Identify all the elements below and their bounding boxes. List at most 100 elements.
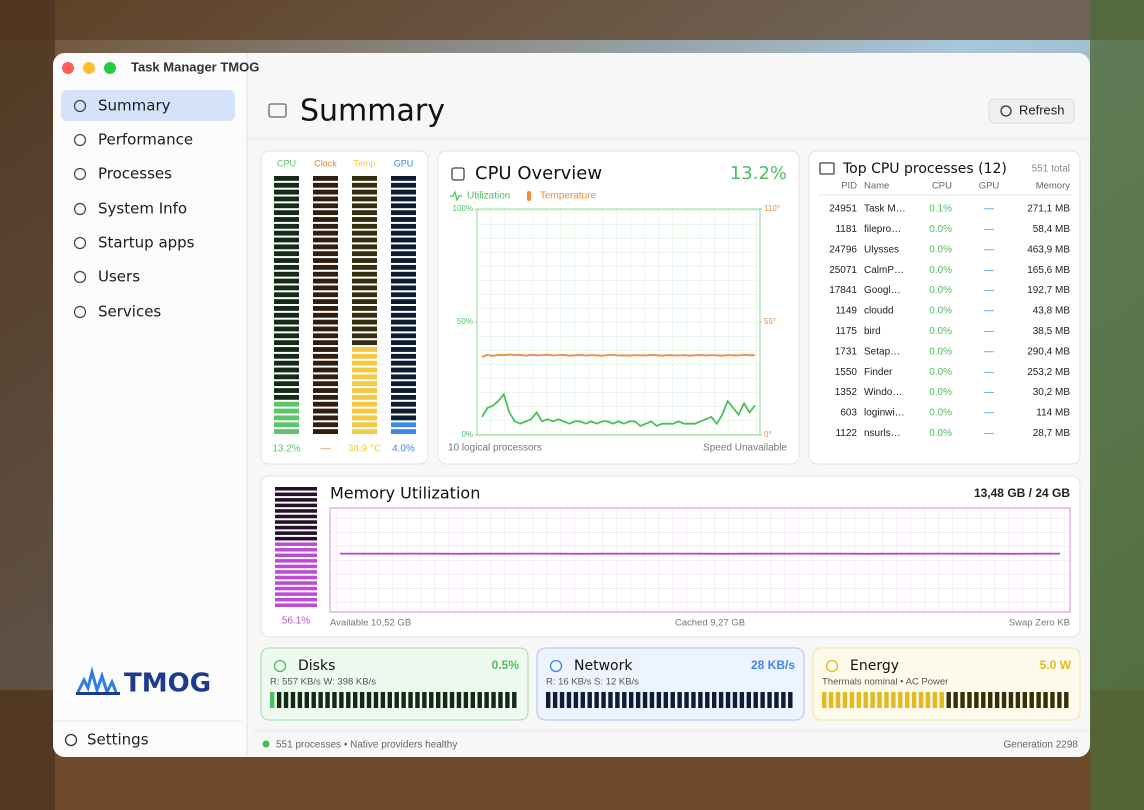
y2-tick-label: 0° bbox=[764, 430, 772, 439]
nav-icon bbox=[73, 270, 87, 284]
meter-segment bbox=[313, 374, 338, 380]
meter-name: CPU bbox=[277, 158, 296, 168]
meter-segment bbox=[275, 581, 317, 585]
table-cell: 290,4 MB bbox=[1027, 346, 1070, 357]
activity-segment bbox=[401, 692, 406, 708]
meter-name: GPU bbox=[394, 158, 414, 168]
meters-panel bbox=[260, 150, 429, 465]
nav-item[interactable]: Performance bbox=[98, 131, 193, 149]
nav-item[interactable]: Services bbox=[98, 303, 161, 321]
table-cell: 1175 bbox=[835, 326, 857, 337]
meter-segment bbox=[313, 408, 338, 414]
meter-segment bbox=[274, 312, 299, 318]
footer-text: 10 logical processors bbox=[448, 443, 542, 454]
activity-segment bbox=[359, 692, 365, 708]
meter-segment bbox=[391, 258, 416, 263]
nav-item[interactable]: Startup apps bbox=[98, 234, 195, 252]
activity-segment bbox=[691, 692, 696, 708]
meter-segment bbox=[274, 196, 299, 202]
activity-segment bbox=[822, 692, 827, 708]
meter-segment bbox=[313, 360, 338, 366]
meter-segment bbox=[352, 429, 377, 434]
meter-segment bbox=[313, 347, 338, 352]
meter-segment bbox=[275, 548, 317, 552]
activity-segment bbox=[898, 692, 903, 708]
table-cell: — bbox=[984, 285, 994, 296]
close-button[interactable] bbox=[62, 62, 74, 74]
status-text: 551 processes • Native providers healthy bbox=[276, 740, 457, 751]
activity-segment bbox=[339, 692, 344, 708]
activity-segment bbox=[311, 692, 316, 708]
meter-segment bbox=[275, 592, 317, 596]
meter-segment bbox=[274, 244, 299, 250]
table-cell: 24796 bbox=[829, 244, 857, 255]
meter-segment bbox=[391, 333, 416, 339]
meter-segment bbox=[391, 264, 416, 270]
activity-segment bbox=[788, 692, 793, 708]
nav-item[interactable]: Processes bbox=[98, 165, 172, 183]
table-cell: Finder bbox=[864, 367, 893, 378]
meter-segment bbox=[274, 182, 299, 188]
table-cell: filepro… bbox=[864, 224, 901, 235]
meter-segment bbox=[391, 394, 416, 400]
y-tick-label: 0% bbox=[461, 430, 473, 439]
meter-segment bbox=[275, 536, 317, 541]
nav-selected bbox=[61, 90, 235, 121]
nav-icon bbox=[73, 99, 87, 113]
activity-segment bbox=[939, 692, 944, 708]
footer-text: Available 10,52 GB bbox=[330, 618, 411, 629]
meter-segment bbox=[352, 189, 377, 195]
settings-link[interactable]: Settings bbox=[87, 731, 149, 749]
meter-segment bbox=[391, 203, 416, 209]
meter-segment bbox=[274, 264, 299, 270]
activity-segment bbox=[442, 692, 448, 708]
table-cell: 0.0% bbox=[929, 346, 952, 357]
activity-segment bbox=[684, 692, 689, 708]
sidebar-toggle[interactable] bbox=[268, 103, 287, 118]
table-cell: 1149 bbox=[835, 306, 857, 317]
meter-segment bbox=[391, 237, 416, 243]
nav-icon bbox=[73, 167, 87, 181]
nav-item[interactable]: System Info bbox=[98, 200, 187, 218]
table-cell: loginwi… bbox=[864, 408, 905, 419]
meter-segment bbox=[313, 285, 338, 291]
table-cell: 0.0% bbox=[929, 367, 952, 378]
table-cell: 603 bbox=[840, 408, 857, 419]
meter-segment bbox=[313, 333, 338, 339]
meter-segment bbox=[391, 182, 416, 188]
meter-segment bbox=[352, 299, 377, 304]
activity-segment bbox=[366, 692, 372, 708]
meter-segment bbox=[275, 509, 317, 513]
activity-segment bbox=[484, 692, 489, 708]
activity-segment bbox=[967, 692, 972, 708]
column-header: Name bbox=[864, 181, 889, 192]
activity-segment bbox=[905, 692, 910, 708]
meter-segment bbox=[313, 401, 338, 407]
legend-entry: Temperature bbox=[540, 191, 597, 202]
meter-segment bbox=[391, 340, 416, 346]
activity-segment bbox=[332, 692, 337, 708]
meter-segment bbox=[274, 278, 299, 284]
zoom-button[interactable] bbox=[104, 62, 116, 74]
table-cell: 17841 bbox=[829, 285, 857, 296]
meter-fill bbox=[275, 487, 317, 607]
refresh-label[interactable]: Refresh bbox=[1019, 102, 1065, 117]
table-cell: 0.0% bbox=[929, 285, 952, 296]
meter-segment bbox=[275, 603, 317, 607]
minimize-button[interactable] bbox=[83, 62, 95, 74]
table-cell: — bbox=[984, 224, 994, 235]
process-panel bbox=[808, 150, 1081, 465]
card-value: 5.0 W bbox=[1040, 658, 1072, 672]
meter-segment bbox=[352, 264, 377, 270]
nav-item[interactable]: Users bbox=[98, 268, 140, 286]
activity-segment bbox=[615, 692, 620, 708]
meter-segment bbox=[391, 381, 416, 387]
activity-segment bbox=[512, 692, 517, 708]
table-cell: 24951 bbox=[829, 204, 857, 215]
nav-item[interactable]: Summary bbox=[98, 97, 171, 115]
panel-title: Top CPU processes (12) bbox=[842, 161, 1007, 177]
meter-segment bbox=[275, 575, 317, 580]
meter-segment bbox=[274, 251, 299, 257]
refresh-button[interactable]: Refresh bbox=[988, 98, 1075, 124]
meter-segment bbox=[313, 299, 338, 304]
